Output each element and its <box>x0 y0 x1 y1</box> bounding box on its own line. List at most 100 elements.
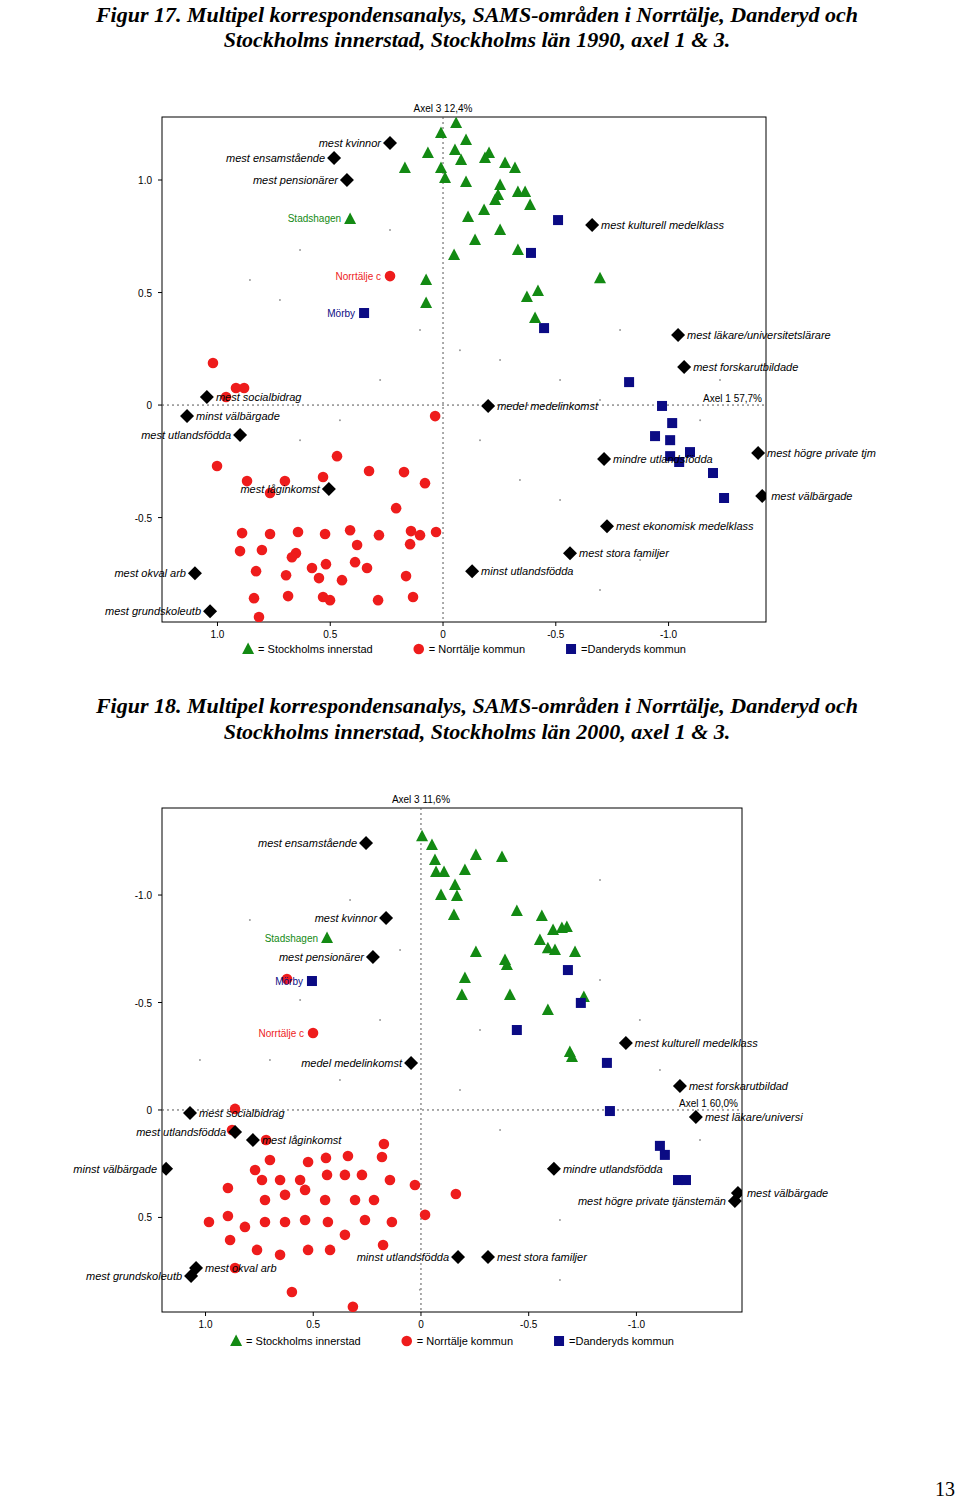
point <box>435 889 447 901</box>
x-tick <box>668 622 669 626</box>
point <box>536 910 548 922</box>
point <box>321 1153 332 1164</box>
y-tick <box>158 1002 162 1003</box>
point <box>534 933 546 945</box>
variable-point <box>359 836 373 850</box>
x-tick-label: 0 <box>440 629 446 640</box>
legend-label: =Danderyds kommun <box>569 1335 674 1347</box>
point <box>318 472 329 483</box>
point <box>225 1235 236 1246</box>
point <box>345 525 356 536</box>
legend: = Stockholms innerstad= Norrtälje kommun… <box>230 1335 674 1348</box>
variable-label: mest ensamstående <box>226 152 325 164</box>
point <box>426 838 438 850</box>
plot-area <box>180 117 766 622</box>
variable-point <box>383 136 397 150</box>
variable-point <box>755 489 766 503</box>
point <box>435 162 447 174</box>
variable-point <box>322 482 336 496</box>
point <box>307 976 317 986</box>
point <box>494 178 506 190</box>
background-point <box>339 1079 341 1081</box>
point <box>362 563 373 574</box>
y-axis-label: Axel 3 12,4% <box>414 103 473 114</box>
variable-label: minst välbärgade <box>196 410 280 422</box>
point <box>512 244 524 256</box>
plot-frame <box>162 117 766 622</box>
point <box>708 468 718 478</box>
variable-label: mest högre private tjm <box>767 447 876 459</box>
background-point <box>459 349 461 351</box>
point <box>512 1025 522 1035</box>
y-tick-label: -0.5 <box>135 513 153 524</box>
y-tick-label: 0 <box>146 1105 152 1116</box>
point <box>378 1240 389 1251</box>
variable-label: mest forskarutbildad <box>689 1080 789 1092</box>
page-number: 13 <box>935 1478 955 1500</box>
y-tick-label: 0.5 <box>138 288 152 299</box>
variable-label: mest läkare/universitetslärare <box>687 329 831 341</box>
zero-line <box>420 808 421 1312</box>
point <box>275 1175 286 1186</box>
variable-label: medel medelinkomst <box>497 400 599 412</box>
variable-point <box>563 546 577 560</box>
x-tick-label: 0 <box>418 1319 424 1330</box>
variable-point <box>619 1036 633 1050</box>
point <box>352 540 363 551</box>
point <box>401 571 412 582</box>
background-point <box>559 1219 561 1221</box>
point <box>657 401 667 411</box>
point <box>252 1245 263 1256</box>
variable-label: mest forskarutbildade <box>693 361 798 373</box>
background-point <box>299 439 301 441</box>
chart-title: Figur 17. Multipel korrespondensanalys, … <box>95 2 858 27</box>
point <box>532 284 544 296</box>
point <box>350 557 361 568</box>
y-tick <box>158 895 162 896</box>
point <box>265 529 276 540</box>
variable-label: minst utlandsfödda <box>357 1251 449 1263</box>
point <box>420 273 432 285</box>
point <box>459 972 471 984</box>
point <box>410 1180 421 1191</box>
variable-point <box>585 218 599 232</box>
point <box>364 466 375 477</box>
point <box>561 921 573 933</box>
point <box>254 612 265 622</box>
y-tick <box>158 292 162 293</box>
point <box>257 545 268 556</box>
background-point <box>559 499 561 501</box>
variable-label: mest stora familjer <box>497 1251 588 1263</box>
x-tick <box>443 622 444 626</box>
point <box>650 431 660 441</box>
point <box>470 849 482 861</box>
background-point <box>279 299 281 301</box>
variable-label: mest ensamstående <box>258 837 357 849</box>
point <box>539 323 549 333</box>
point <box>504 988 516 1000</box>
area-label: Norrtälje c <box>258 1028 304 1039</box>
y-tick <box>158 1217 162 1218</box>
variable-point <box>366 950 380 964</box>
background-point <box>379 1019 381 1021</box>
point <box>260 1195 271 1206</box>
legend-label: = Stockholms innerstad <box>246 1335 361 1347</box>
point <box>385 271 396 282</box>
point <box>208 358 219 369</box>
variable-label: mest utlandsfödda <box>136 1126 226 1138</box>
variable-point <box>200 390 214 404</box>
x-tick <box>313 1312 314 1316</box>
point <box>509 162 521 174</box>
point <box>602 1058 612 1068</box>
background-point <box>499 1129 501 1131</box>
point <box>524 198 536 210</box>
point <box>340 1230 351 1241</box>
background-point <box>499 359 501 361</box>
legend-label: =Danderyds kommun <box>581 643 686 655</box>
point <box>322 1170 333 1181</box>
point <box>470 946 482 958</box>
background-point <box>379 379 381 381</box>
variable-point <box>547 1162 561 1176</box>
background-point <box>339 419 341 421</box>
point <box>430 411 441 422</box>
